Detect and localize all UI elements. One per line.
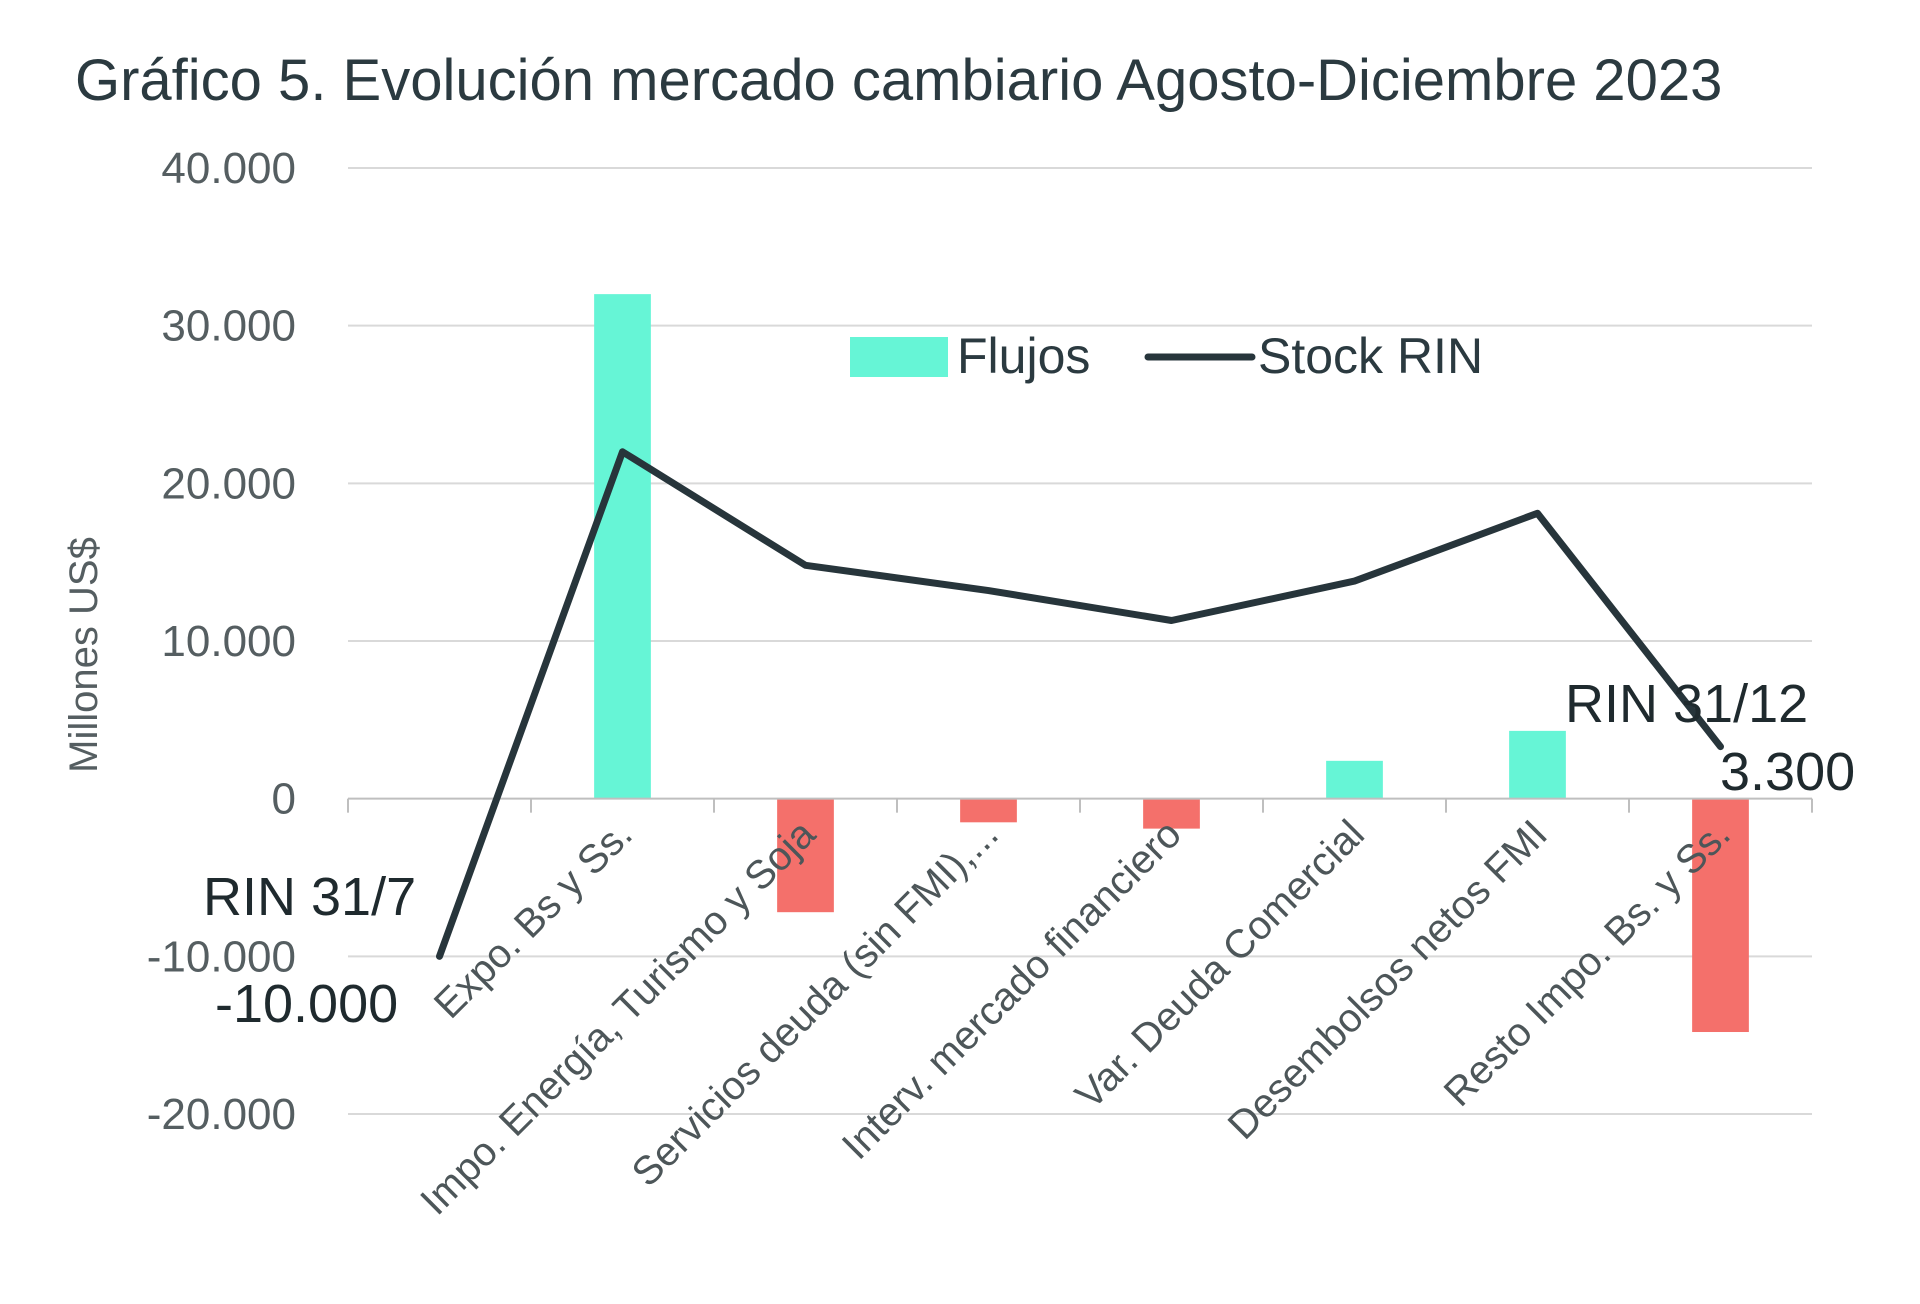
stock-rin-line-group bbox=[436, 448, 1724, 960]
annotation-rin-start-value: -10.000 bbox=[215, 974, 398, 1034]
bar-flujos bbox=[960, 798, 1017, 823]
bar-flujos bbox=[1692, 798, 1749, 1033]
legend-swatch-flujos bbox=[850, 337, 948, 377]
annotation-rin-end-label: RIN 31/12 bbox=[1565, 674, 1808, 734]
bar-flujos bbox=[594, 294, 651, 799]
annotations: RIN 31/7 -10.000 RIN 31/12 3.300 bbox=[203, 674, 1855, 1034]
x-tick-label: Impo. Energía, Turismo y Soja bbox=[412, 811, 824, 1223]
x-axis-tick-marks bbox=[347, 798, 1813, 813]
line-stock-rin bbox=[436, 448, 1724, 960]
legend-label-stock-rin: Stock RIN bbox=[1258, 328, 1483, 384]
x-tick-label: Desembolsos netos FMI bbox=[1220, 812, 1556, 1148]
y-tick-label: 20.000 bbox=[161, 459, 296, 508]
annotation-rin-start-label: RIN 31/7 bbox=[203, 867, 416, 927]
legend: Flujos Stock RIN bbox=[850, 328, 1483, 384]
bar-flujos bbox=[1326, 760, 1383, 799]
y-tick-label: 0 bbox=[272, 775, 296, 824]
legend-label-flujos: Flujos bbox=[957, 328, 1090, 384]
y-tick-label: 10.000 bbox=[161, 617, 296, 666]
y-tick-label: 40.000 bbox=[161, 144, 296, 193]
bar-flujos bbox=[1143, 798, 1200, 829]
x-axis-labels: Expo. Bs y Ss.Impo. Energía, Turismo y S… bbox=[412, 811, 1739, 1223]
bar-flujos bbox=[1509, 730, 1566, 799]
y-axis-ticks: 40.000 30.000 20.000 10.000 0 -10.000 -20.000 bbox=[147, 144, 296, 1139]
bar-flujos bbox=[777, 798, 834, 913]
grid bbox=[348, 167, 1812, 1115]
y-axis-label: Millones US$ bbox=[62, 537, 106, 773]
y-tick-label: -10.000 bbox=[147, 932, 296, 981]
y-tick-label: -20.000 bbox=[147, 1090, 296, 1139]
y-tick-label: 30.000 bbox=[161, 302, 296, 351]
annotation-rin-end-value: 3.300 bbox=[1720, 742, 1855, 802]
chart-title: Gráfico 5. Evolución mercado cambiario A… bbox=[75, 48, 1722, 113]
bars bbox=[594, 294, 1749, 1033]
